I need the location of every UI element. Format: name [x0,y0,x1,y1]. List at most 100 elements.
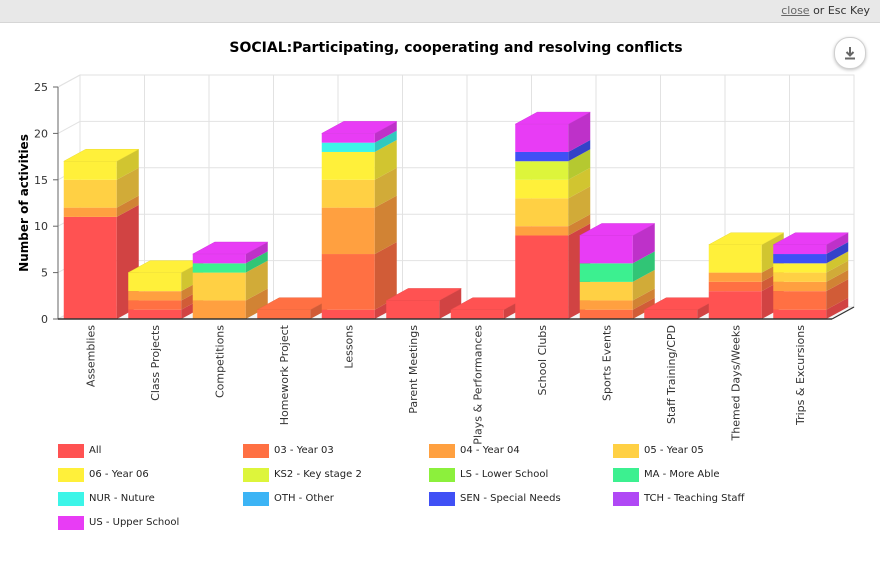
legend-swatch [58,444,84,458]
legend-label: 05 - Year 05 [644,445,704,456]
bar-side [632,251,655,282]
bar-side [374,242,397,310]
legend-label: All [89,445,102,456]
bar-side [245,242,268,264]
bar-segment [192,254,246,264]
bar-segment [128,300,182,310]
x-tick-label: Parent Meetings [407,325,420,414]
x-tick-label: School Clubs [536,325,549,396]
bar-segment [773,272,827,282]
x-tick-label: Assemblies [84,325,97,387]
bar-segment [579,235,633,264]
legend-swatch [243,492,269,506]
bar-segment [515,235,569,319]
bar-segment [773,291,827,310]
download-button[interactable] [834,37,866,69]
bar-side [374,195,397,255]
bar-segment [450,309,504,319]
bar-segment [708,281,762,292]
bar-side [632,223,655,264]
y-tick-label: 10 [34,220,48,233]
close-link[interactable]: close [781,4,810,17]
y-tick-label: 20 [34,127,48,140]
bar-side [826,260,849,282]
bar-segment [515,198,569,227]
legend-label: SEN - Special Needs [460,493,561,504]
bar-side [568,149,591,180]
bar-segment [708,291,762,319]
bar-side [632,269,655,301]
legend-swatch [613,468,639,482]
legend-swatch [243,444,269,458]
bar-side [374,121,397,143]
bar-segment [63,161,117,180]
bar-top [63,148,139,162]
bar-side [632,297,655,319]
bar-segment [192,263,246,273]
bar-side [826,251,849,273]
y-tick-label: 25 [34,81,48,94]
legend-swatch [58,516,84,530]
x-tick-label: Class Projects [149,325,162,401]
legend-swatch [613,492,639,506]
legend-label: 06 - Year 06 [89,469,149,480]
x-tick-label: Homework Project [278,324,291,425]
bar-side [245,260,268,301]
bar-segment [321,254,375,310]
bar-segment [579,309,633,319]
bar-side [568,214,591,236]
close-hint: close or Esc Key [781,4,870,17]
bar-segment [192,272,246,301]
legend-swatch [429,468,455,482]
bar-segment [708,244,762,273]
bar-top [321,121,397,134]
bar-segment [773,309,827,319]
y-axis-title: Number of activities [17,134,31,272]
x-axis-depth-line [831,306,855,320]
bar-segment [579,300,633,310]
bar-segment [128,291,182,301]
bar-side [116,149,139,180]
bar-segment [579,263,633,282]
legend-label: 03 - Year 03 [274,445,334,456]
x-tick-label: Trips & Excursions [794,325,807,426]
bar-segment [515,161,569,180]
legend-label: MA - More Able [644,469,720,480]
x-tick-label: Plays & Performances [471,325,484,445]
bar-segment [644,309,698,319]
legend-label: OTH - Other [274,493,334,504]
bar-side [439,288,462,319]
y-tick-label: 15 [34,174,48,187]
bar-segment [257,309,311,319]
legend-label: LS - Lower School [460,469,549,480]
bar-segment [773,254,827,264]
bar-side [826,269,849,292]
bar-segment [773,263,827,273]
bar-side [245,288,268,319]
bar-segment [128,309,182,319]
bar-side [374,130,397,152]
bar-segment [515,226,569,236]
bar-top [708,232,784,246]
bar-segment [321,207,375,255]
bar-side [826,297,849,319]
bar-segment [321,133,375,143]
bar-side [374,139,397,180]
bar-side [826,232,849,255]
bar-side [632,288,655,310]
legend-swatch [429,492,455,506]
chart-title: SOCIAL:Participating, cooperating and re… [229,40,683,56]
bar-segment [321,151,375,180]
legend-label: US - Upper School [89,517,180,528]
bar-side [568,167,591,199]
bar-segment [321,309,375,319]
x-tick-label: Sports Events [600,325,613,401]
bar-segment [773,244,827,255]
bar-segment [515,179,569,199]
bar-top [773,232,849,246]
bar-side [568,139,591,162]
x-tick-label: Competitions [213,325,226,398]
legend-swatch [429,444,455,458]
bar-side [116,167,139,208]
bar-segment [63,216,117,319]
